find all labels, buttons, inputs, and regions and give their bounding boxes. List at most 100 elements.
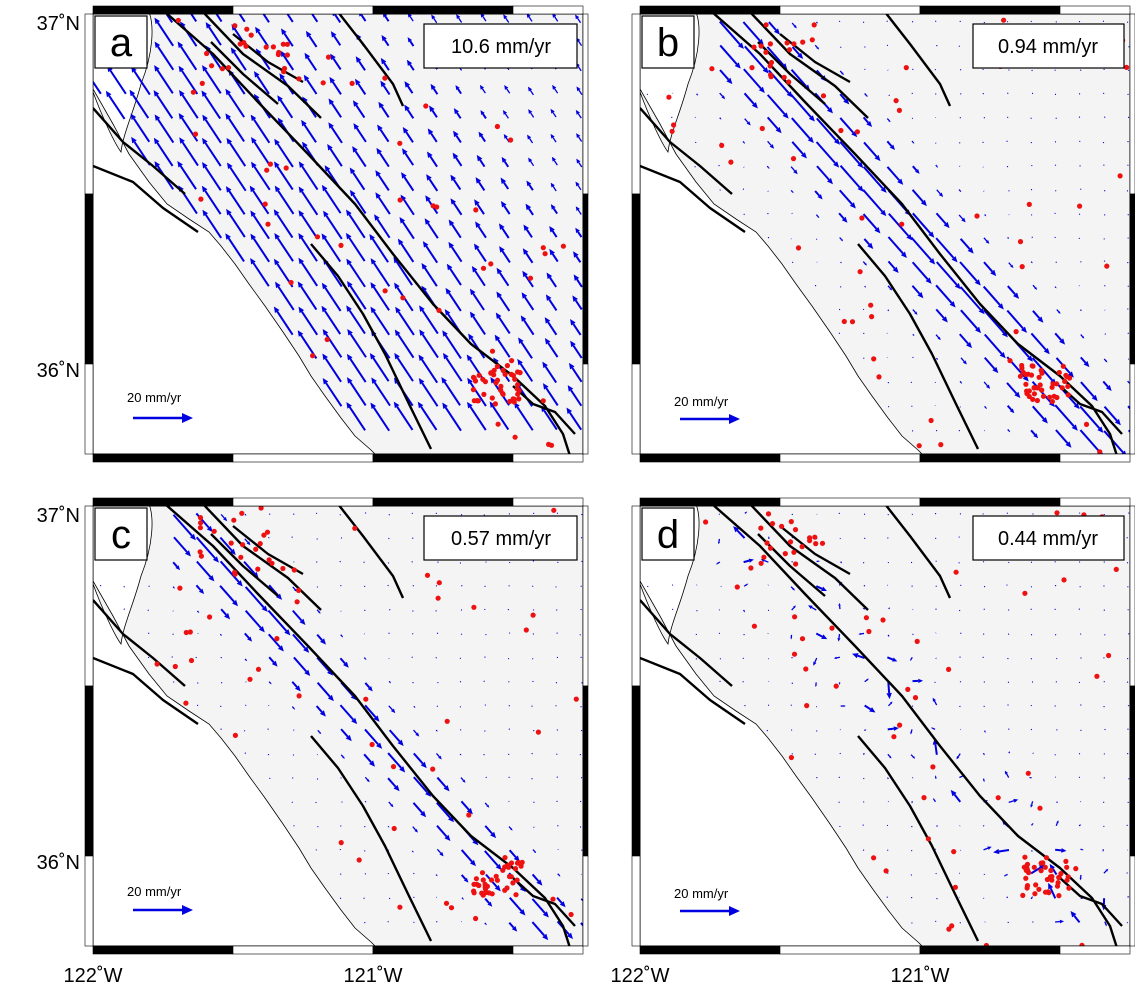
- frame-bar-segment: [779, 497, 921, 507]
- velocity-vector: [227, 237, 245, 262]
- velocity-vector: [1078, 561, 1081, 563]
- velocity-vector-head: [293, 730, 295, 731]
- velocity-vector-head: [407, 14, 412, 18]
- velocity-vector: [1104, 333, 1106, 335]
- velocity-vector: [436, 921, 438, 923]
- earthquake-marker: [261, 532, 267, 538]
- velocity-vector: [958, 189, 961, 192]
- velocity-vector-head: [332, 14, 337, 17]
- velocity-vector: [911, 513, 913, 515]
- velocity-vector-head: [224, 613, 231, 620]
- velocity-vector-head: [273, 209, 280, 216]
- earthquake-marker: [1117, 173, 1123, 179]
- velocity-vector-head: [467, 377, 473, 385]
- velocity-vector: [814, 190, 820, 197]
- velocity-vector: [1078, 753, 1081, 755]
- velocity-vector: [325, 262, 343, 288]
- velocity-vector: [411, 561, 413, 563]
- velocity-vector: [863, 332, 865, 335]
- velocity-vector: [1080, 356, 1087, 364]
- velocity-vector: [132, 94, 150, 119]
- velocity-vector: [743, 92, 755, 105]
- earthquake-marker: [669, 128, 675, 134]
- velocity-vector-head: [401, 172, 407, 179]
- velocity-vector-head: [960, 382, 963, 384]
- velocity-vector: [983, 633, 985, 635]
- earthquake-marker: [475, 398, 481, 404]
- velocity-vector-head: [928, 231, 935, 238]
- velocity-vector-head: [301, 119, 307, 127]
- velocity-vector: [1103, 753, 1105, 755]
- velocity-vector-head: [427, 128, 434, 135]
- velocity-vector-head: [572, 295, 578, 302]
- velocity-vector-head: [381, 34, 387, 42]
- velocity-vector-head: [570, 340, 576, 348]
- velocity-vector-head: [888, 607, 890, 609]
- velocity-vector: [244, 658, 247, 661]
- velocity-vector-head: [277, 645, 284, 652]
- earthquake-marker: [1020, 892, 1026, 898]
- velocity-vector: [228, 190, 246, 215]
- velocity-vector: [221, 682, 223, 684]
- velocity-vector: [474, 270, 486, 287]
- earthquake-marker: [424, 572, 431, 578]
- velocity-vector: [1079, 512, 1081, 514]
- velocity-vector-head: [197, 611, 200, 614]
- velocity-vector: [483, 753, 485, 756]
- velocity-vector: [525, 228, 533, 238]
- velocity-vector-head: [330, 53, 336, 61]
- earthquake-marker: [951, 849, 957, 855]
- velocity-vector: [983, 681, 985, 683]
- velocity-vector: [983, 356, 996, 370]
- velocity-vector: [243, 730, 246, 732]
- velocity-vector-head: [418, 354, 425, 361]
- velocity-vector-head: [347, 329, 353, 336]
- velocity-vector: [718, 632, 721, 634]
- velocity-vector: [1005, 873, 1008, 876]
- velocity-vector: [165, 14, 174, 23]
- earthquake-marker: [436, 307, 442, 313]
- earthquake-marker: [573, 696, 579, 702]
- velocity-vector-head: [271, 660, 278, 667]
- fault-line: [512, 385, 576, 435]
- earthquake-marker: [265, 221, 271, 227]
- velocity-vector: [935, 334, 940, 339]
- velocity-vector: [268, 536, 270, 539]
- velocity-vector: [435, 729, 438, 732]
- earthquake-marker: [369, 741, 375, 748]
- velocity-vector-head: [255, 26, 261, 34]
- frame-bar-segment: [232, 497, 374, 507]
- velocity-vector: [1078, 116, 1081, 118]
- velocity-vector: [911, 261, 929, 280]
- earthquake-marker: [481, 391, 487, 397]
- velocity-vector: [579, 754, 581, 756]
- velocity-vector: [911, 897, 913, 899]
- velocity-vector-head: [983, 706, 984, 707]
- velocity-vector-head: [932, 697, 936, 702]
- velocity-vector: [403, 199, 415, 216]
- frame-bar-segment: [582, 13, 589, 195]
- velocity-vector-head: [987, 846, 992, 850]
- velocity-vector-head: [575, 227, 580, 234]
- velocity-vector-head: [154, 41, 161, 49]
- velocity-vector-head: [544, 317, 551, 324]
- velocity-vector: [1006, 512, 1008, 514]
- frame-bar-segment: [1129, 685, 1135, 857]
- velocity-vector-head: [249, 185, 256, 193]
- velocity-vector: [204, 190, 222, 215]
- earthquake-marker: [267, 161, 273, 167]
- velocity-vector: [157, 118, 175, 144]
- velocity-vector: [372, 311, 391, 336]
- velocity-vector-head: [576, 158, 581, 164]
- velocity-vector-head: [349, 167, 356, 175]
- velocity-vector-head: [261, 605, 268, 612]
- velocity-vector-head: [407, 37, 413, 43]
- earthquake-marker: [498, 387, 504, 393]
- velocity-vector: [935, 430, 938, 432]
- velocity-vector: [1054, 236, 1056, 239]
- velocity-vector-head: [352, 146, 358, 153]
- velocity-vector: [933, 799, 937, 803]
- velocity-vector: [452, 202, 463, 216]
- velocity-vector: [1030, 897, 1033, 900]
- velocity-vector: [767, 140, 772, 146]
